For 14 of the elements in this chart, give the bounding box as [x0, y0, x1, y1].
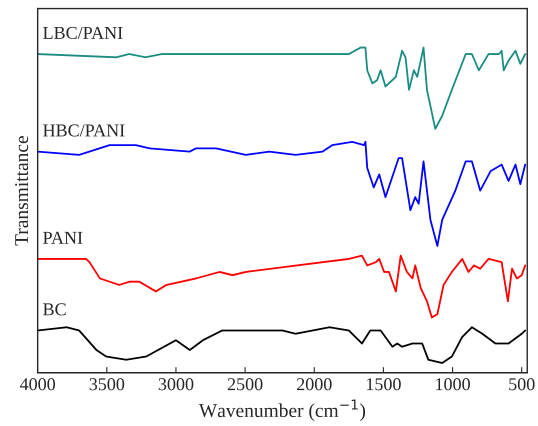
series-label: PANI [43, 232, 82, 244]
series-label: BC [43, 303, 66, 316]
series-label: HBC/PANI [43, 124, 125, 137]
x-axis-title: Wavenumber (cm$^{−1}$) [198, 400, 366, 422]
x-tick-label: 2500 [228, 378, 262, 390]
x-tick-label: 3500 [90, 378, 124, 390]
x-tick-label: 1000 [436, 378, 470, 390]
y-axis-title: Transmittance [15, 136, 28, 246]
series-label: LBC/PANI [43, 26, 123, 39]
x-tick-label: 500 [509, 378, 535, 390]
x-tick-label: 4000 [20, 378, 56, 390]
x-tick-label: 3000 [158, 378, 194, 390]
x-tick-label: 1500 [366, 378, 401, 390]
x-tick-label: 2000 [296, 378, 332, 390]
